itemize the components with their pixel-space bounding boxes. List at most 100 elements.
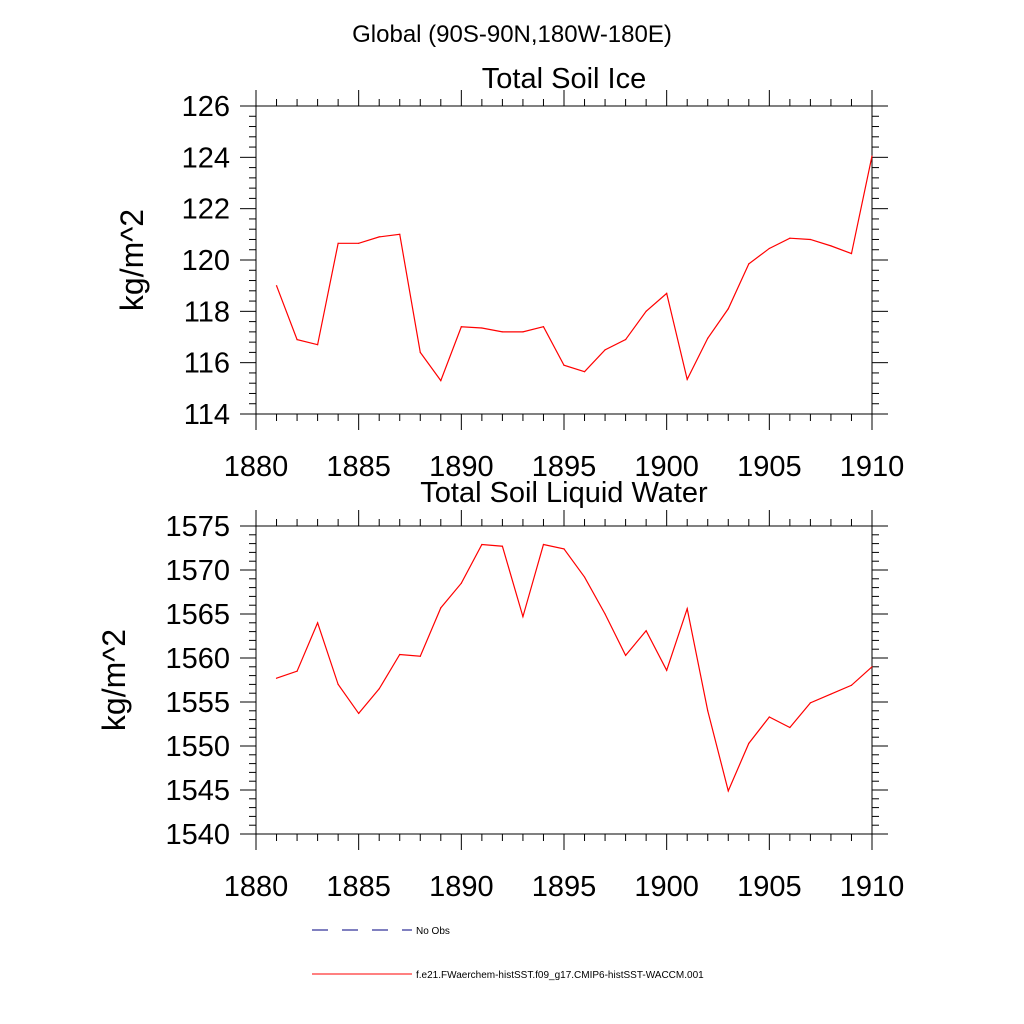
data-point: [789, 726, 791, 729]
chart-title: Total Soil Ice: [482, 63, 646, 95]
legend-entry: f.e21.FWaerchem-histSST.f09_g17.CMIP6-hi…: [312, 970, 704, 981]
data-point: [707, 337, 709, 339]
data-point: [460, 326, 462, 328]
panels: Total Soil Ice kg/m^2 1880 1885 1890 1895 1900…: [96, 63, 904, 903]
data-point: [768, 247, 770, 250]
legend-entry: No Obs: [312, 926, 450, 937]
plot-frame: [255, 525, 873, 835]
data-point: [809, 238, 812, 241]
y-tick-label: 1565: [165, 599, 230, 631]
y-tick-label: 124: [182, 142, 230, 174]
data-point: [317, 622, 319, 624]
y-tick-label: 1570: [165, 555, 230, 587]
data-point: [522, 616, 524, 618]
x-tick-label: 1910: [840, 871, 905, 903]
data-point: [296, 670, 298, 672]
y-axis-label: kg/m^2: [114, 209, 150, 311]
y-axis-label: kg/m^2: [96, 629, 132, 731]
x-tick-label: 1885: [326, 451, 391, 483]
x-tick-label: 1900: [634, 871, 699, 903]
x-tick-label: 1895: [532, 871, 597, 903]
data-point: [440, 607, 442, 609]
data-point: [481, 543, 483, 546]
data-point: [419, 655, 421, 657]
data-point: [337, 242, 339, 244]
data-point: [501, 545, 503, 547]
data-point: [850, 684, 853, 686]
data-point: [727, 790, 729, 792]
legend-label: f.e21.FWaerchem-histSST.f09_g17.CMIP6-hi…: [416, 970, 704, 981]
series-line: [275, 155, 873, 382]
data-point: [399, 653, 401, 656]
data-point: [748, 742, 750, 744]
data-point: [522, 331, 524, 333]
data-point: [542, 543, 545, 546]
data-point: [501, 331, 503, 333]
data-point: [645, 310, 647, 312]
data-point: [871, 155, 873, 157]
data-point: [727, 308, 729, 310]
y-tick-label: 1550: [165, 731, 230, 763]
data-point: [604, 349, 606, 351]
data-point: [440, 380, 442, 382]
y-tick-label: 1555: [165, 687, 230, 719]
x-tick-label: 1905: [737, 871, 802, 903]
panel-2: Total Soil Liquid Water kg/m^2 1880 1885 189…: [96, 477, 904, 903]
x-tick-label: 1890: [429, 451, 494, 483]
data-point: [625, 654, 627, 656]
data-point: [666, 669, 668, 671]
data-point: [542, 326, 545, 328]
data-point: [789, 237, 791, 239]
x-tick-label: 1880: [224, 451, 289, 483]
data-point: [563, 548, 565, 550]
data-point: [850, 252, 853, 255]
series-line: [276, 543, 873, 793]
x-tick-label: 1905: [737, 451, 802, 483]
data-point: [686, 608, 688, 610]
x-tick-label: 1900: [634, 451, 699, 483]
data-point: [296, 338, 298, 341]
data-point: [481, 327, 483, 329]
data-point: [358, 242, 360, 244]
data-point: [666, 292, 668, 294]
data-point: [419, 351, 421, 353]
data-point: [275, 285, 278, 287]
data-point: [768, 716, 770, 718]
data-point: [563, 364, 565, 366]
y-tick-label: 1540: [165, 819, 230, 851]
x-tick-label: 1895: [532, 451, 597, 483]
data-point: [378, 688, 380, 690]
chart-title: Total Soil Liquid Water: [420, 477, 708, 509]
y-tick-label: 118: [184, 296, 230, 328]
y-tick-label: 1545: [165, 775, 230, 807]
y-tick-label: 126: [182, 91, 230, 123]
data-point: [583, 576, 586, 578]
y-tick-label: 1575: [165, 511, 230, 543]
data-point: [275, 677, 278, 679]
y-tick-label: 120: [182, 245, 230, 277]
data-point: [399, 233, 401, 235]
plot-frame: [255, 105, 873, 415]
legend-label: No Obs: [416, 926, 450, 937]
y-tick-label: 122: [182, 194, 230, 226]
data-point: [317, 344, 319, 346]
data-point: [686, 378, 688, 380]
data-point: [645, 630, 647, 632]
panel-1: Total Soil Ice kg/m^2 1880 1885 1890 1895 1900…: [114, 63, 904, 483]
data-point: [583, 371, 586, 373]
data-point: [337, 683, 339, 686]
y-tick-label: 114: [184, 399, 230, 431]
x-tick-label: 1910: [840, 451, 905, 483]
data-point: [460, 582, 462, 584]
data-point: [358, 712, 360, 715]
x-tick-label: 1885: [326, 871, 391, 903]
figure-suptitle: Global (90S-90N,180W-180E): [352, 21, 672, 48]
data-point: [378, 236, 380, 238]
data-point: [871, 666, 873, 668]
data-point: [830, 245, 832, 247]
data-point: [604, 613, 606, 615]
data-point: [809, 702, 812, 704]
data-point: [707, 710, 709, 712]
x-tick-label: 1880: [224, 871, 289, 903]
